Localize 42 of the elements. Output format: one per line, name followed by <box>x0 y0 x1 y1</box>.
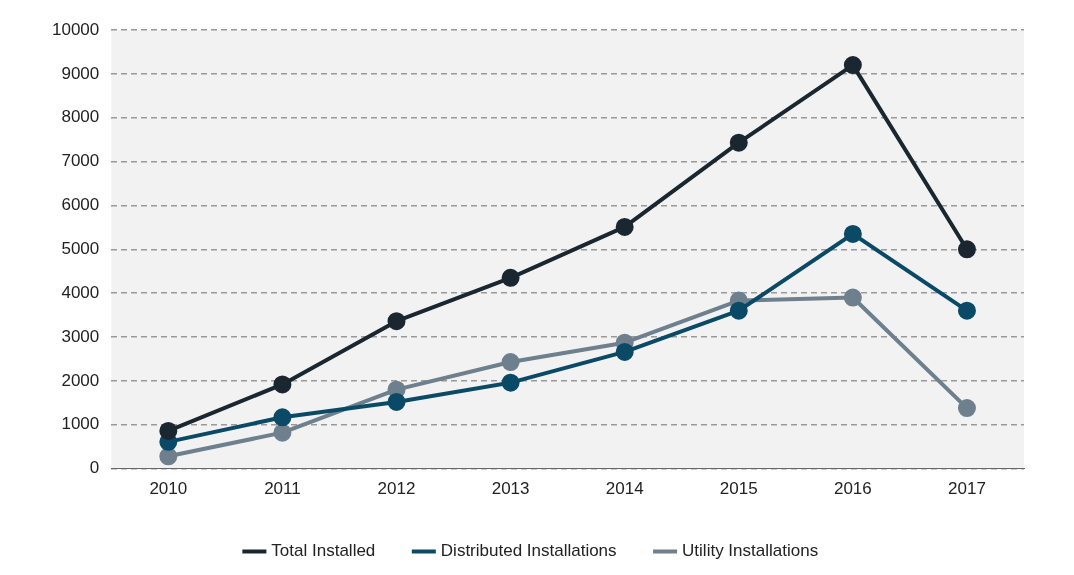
y-tick-label: 7000 <box>61 151 100 171</box>
point <box>159 421 178 440</box>
y-tick-label: 5000 <box>61 238 100 258</box>
point <box>729 133 748 152</box>
point <box>501 268 520 287</box>
point <box>843 56 862 75</box>
point <box>273 375 292 394</box>
point <box>957 301 976 320</box>
x-tick-label: 2011 <box>264 479 301 499</box>
point <box>843 288 862 307</box>
point <box>615 217 634 236</box>
y-tick-label: 10000 <box>51 19 100 39</box>
x-tick-label: 2015 <box>719 479 758 499</box>
legend-label: Utility Installations <box>682 541 819 561</box>
point <box>387 392 406 411</box>
y-tick-label: 0 <box>89 458 100 478</box>
y-tick-label: 6000 <box>61 195 100 215</box>
point <box>615 342 634 361</box>
point <box>501 353 520 372</box>
x-tick-label: 2014 <box>605 479 644 499</box>
x-tick-label: 2016 <box>833 479 872 499</box>
y-tick-label: 2000 <box>61 370 100 390</box>
point <box>273 423 292 442</box>
point <box>957 399 976 418</box>
point <box>957 240 976 259</box>
y-tick-label: 4000 <box>61 282 100 302</box>
y-tick-label: 9000 <box>61 63 100 83</box>
y-tick-label: 3000 <box>61 326 100 346</box>
x-tick-label: 2017 <box>948 479 986 499</box>
x-tick-label: 2012 <box>377 479 416 499</box>
x-tick-label: 2013 <box>491 479 530 499</box>
legend-label: Total Installed <box>271 541 376 561</box>
point <box>159 447 178 466</box>
y-tick-label: 8000 <box>61 107 100 127</box>
x-tick-label: 2010 <box>149 479 188 499</box>
legend-label: Distributed Installations <box>440 541 617 561</box>
point <box>729 301 748 320</box>
point <box>843 224 862 243</box>
point <box>387 312 406 331</box>
y-tick-label: 1000 <box>61 414 100 434</box>
point <box>273 408 292 427</box>
point <box>501 373 520 392</box>
